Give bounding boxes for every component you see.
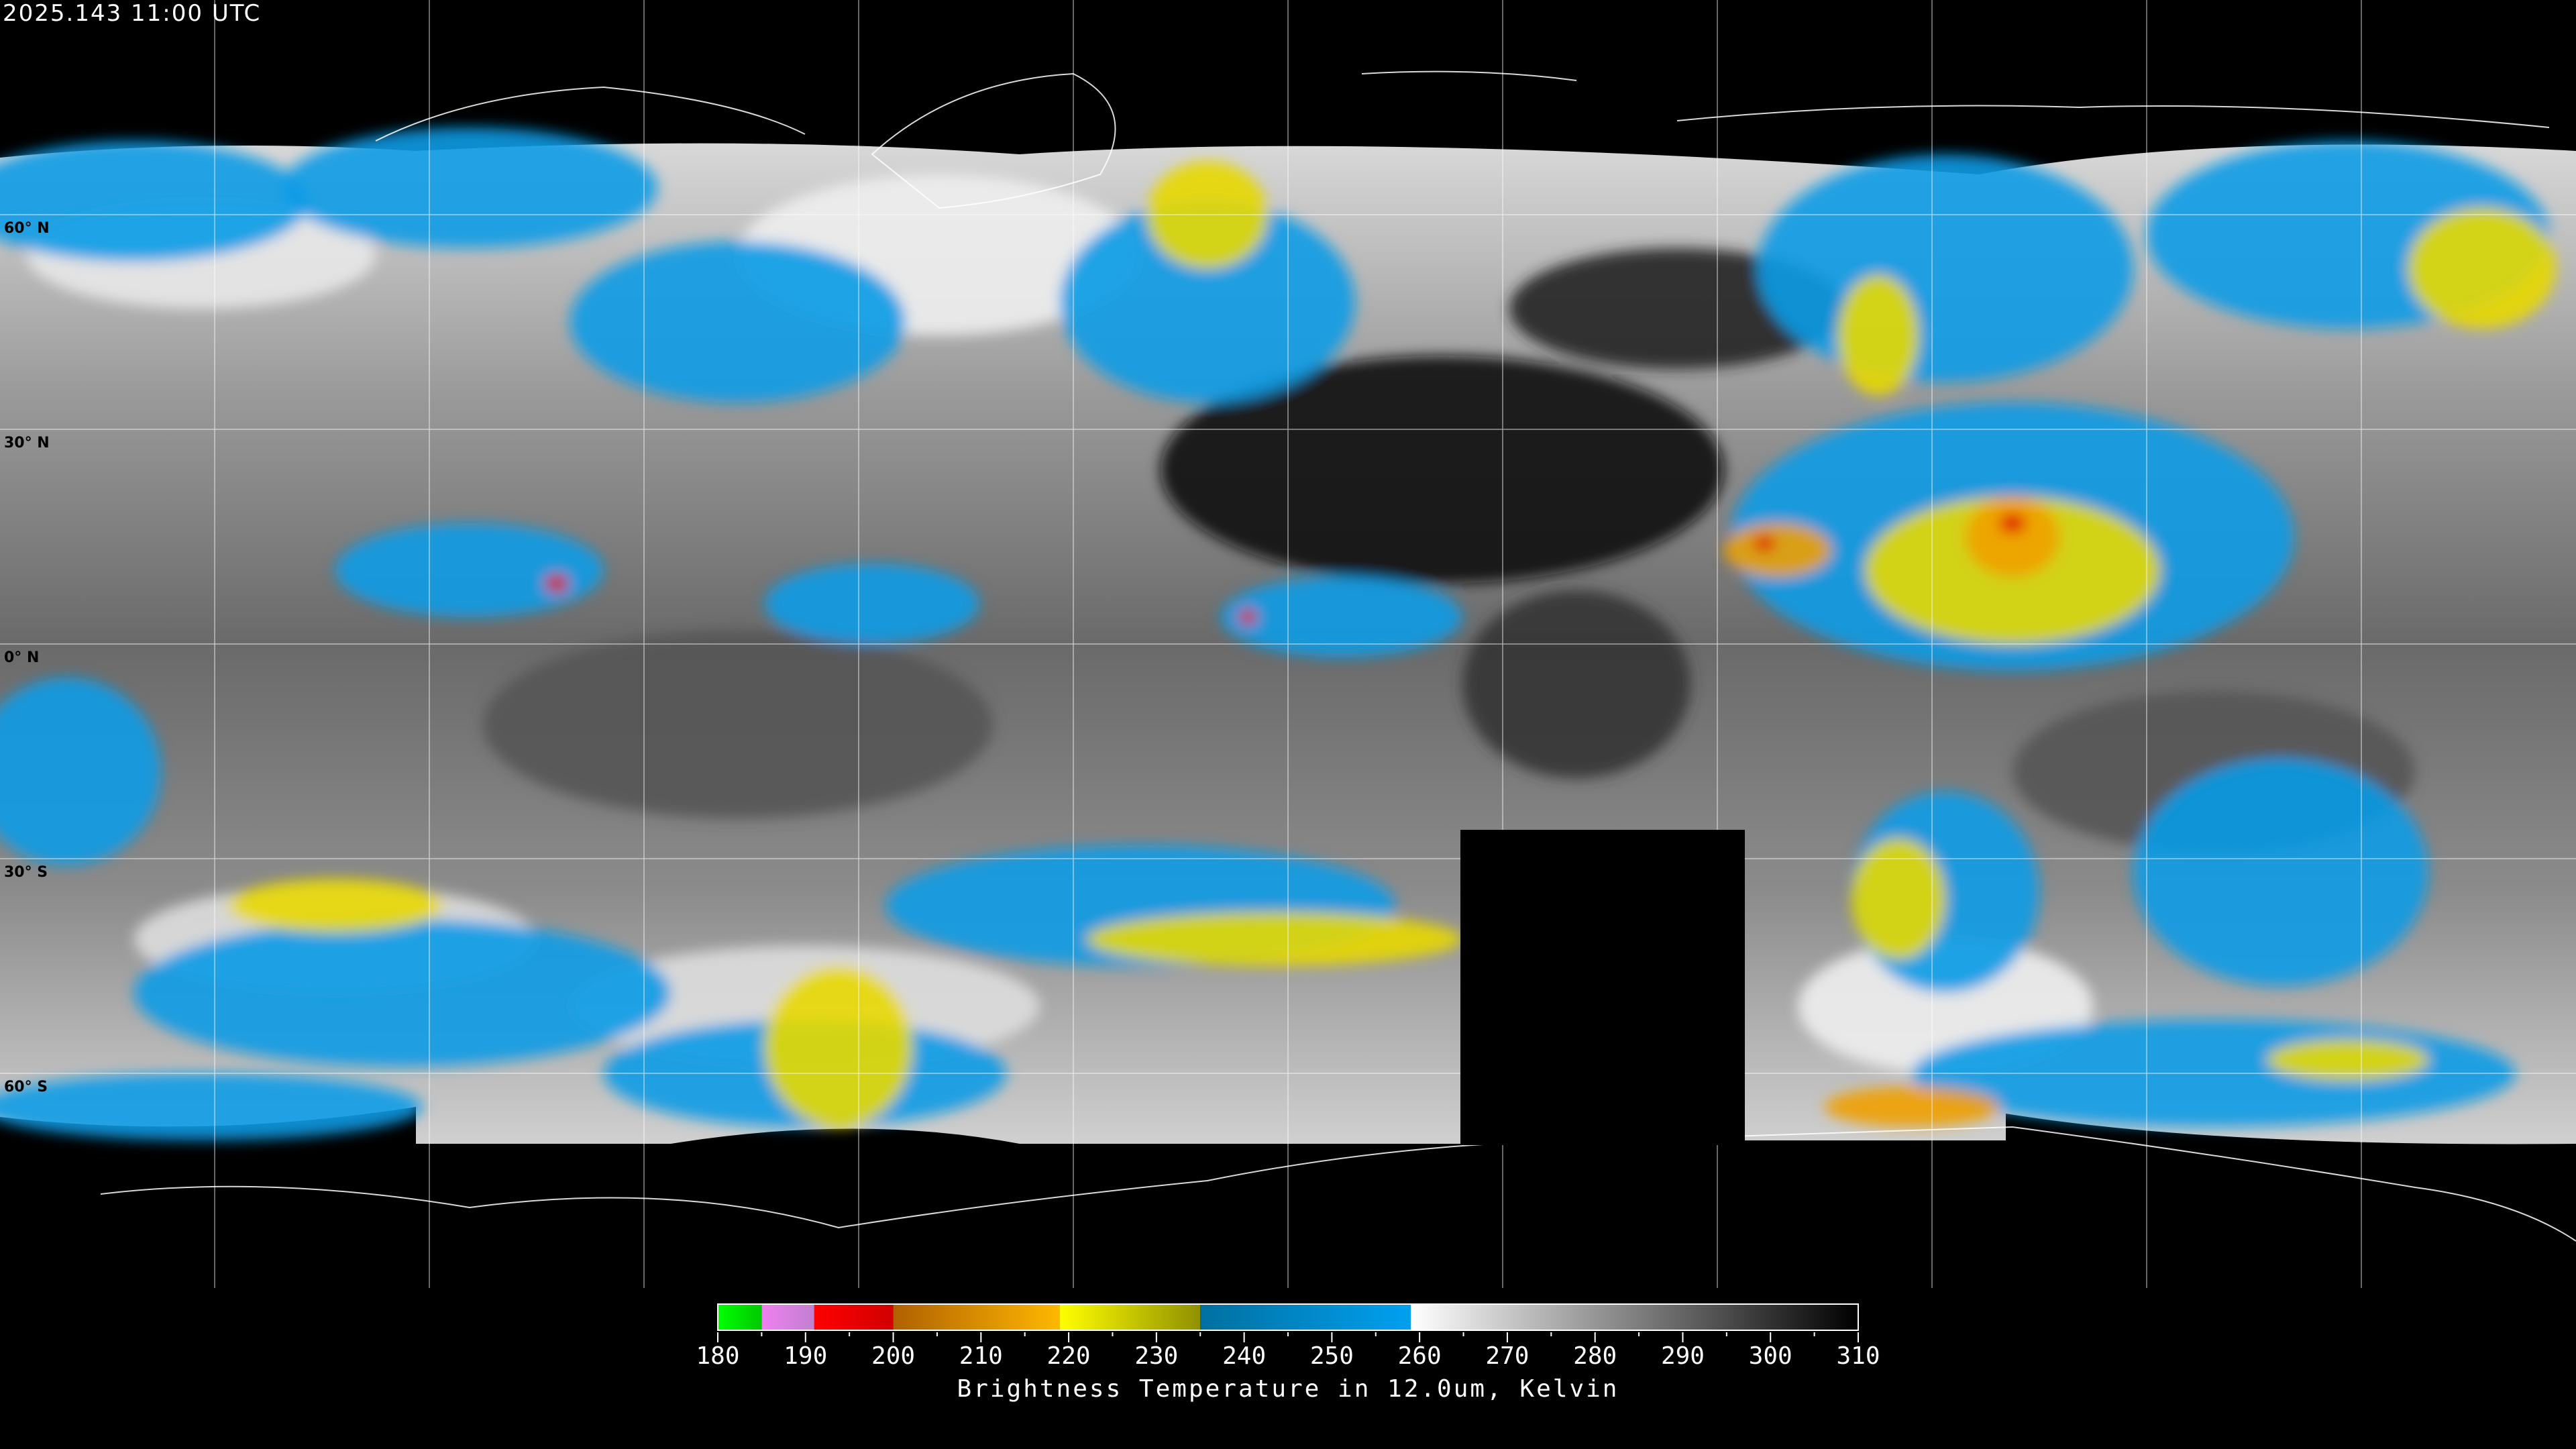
cloud-region bbox=[0, 678, 161, 865]
cloud-region bbox=[1724, 523, 1831, 577]
cloud-region bbox=[2267, 1040, 2428, 1080]
lat-label-30s: 30° S bbox=[4, 864, 48, 881]
cloud-region bbox=[1758, 154, 2133, 382]
colorbar-segment bbox=[1200, 1304, 1411, 1330]
colorbar-segment bbox=[1060, 1304, 1201, 1330]
colorbar-tick-label: 310 bbox=[1836, 1342, 1880, 1370]
colorbar-tick-label: 190 bbox=[784, 1342, 827, 1370]
cloud-region bbox=[483, 631, 993, 818]
cloud-region bbox=[134, 919, 671, 1067]
colorbar-segment bbox=[893, 1304, 1060, 1330]
cloud-region bbox=[1221, 577, 1462, 657]
colorbar-tick-label: 290 bbox=[1661, 1342, 1705, 1370]
cloud-region bbox=[1060, 201, 1355, 402]
colorbar-tick-label: 240 bbox=[1222, 1342, 1266, 1370]
cloud-region bbox=[2408, 208, 2556, 329]
colorbar: 180 190 200 210 220 230 240 250 260 270 280 290 300 3… bbox=[696, 1303, 1880, 1370]
colorbar-segment bbox=[718, 1304, 762, 1330]
colorbar-tick-label: 210 bbox=[959, 1342, 1003, 1370]
colorbar-segment bbox=[814, 1304, 894, 1330]
colorbar-tick-label: 250 bbox=[1310, 1342, 1354, 1370]
lat-label-60n: 60° N bbox=[4, 220, 50, 237]
antarctica-outline bbox=[100, 1126, 2576, 1242]
colorbar-tick-label: 180 bbox=[696, 1342, 739, 1370]
cloud-region bbox=[765, 966, 912, 1127]
colorbar-tick-label: 280 bbox=[1573, 1342, 1617, 1370]
cloud-region bbox=[1087, 912, 1462, 966]
colorbar-segment bbox=[1411, 1304, 1858, 1330]
cloud-region bbox=[1825, 1087, 1999, 1127]
cloud-region bbox=[2133, 758, 2428, 986]
cloud-region bbox=[1238, 609, 1257, 625]
cloud-region bbox=[545, 574, 569, 593]
timestamp: 2025.143 11:00 UTC bbox=[3, 0, 262, 27]
colorbar-tick-label: 200 bbox=[871, 1342, 915, 1370]
cloud-region bbox=[0, 141, 309, 262]
cloud-region bbox=[1462, 590, 1690, 778]
lat-label-0n: 0° N bbox=[4, 649, 40, 666]
cloud-region bbox=[570, 241, 906, 402]
cloud-region bbox=[282, 127, 657, 248]
colorbar-tick-label: 260 bbox=[1398, 1342, 1442, 1370]
cloud-region bbox=[1838, 275, 1919, 396]
colorbar-tick-label: 230 bbox=[1134, 1342, 1178, 1370]
no-data-region bbox=[1460, 830, 1745, 1145]
colorbar-tick-label: 300 bbox=[1749, 1342, 1792, 1370]
satellite-map bbox=[0, 0, 2576, 1288]
colorbar-tick-label: 220 bbox=[1047, 1342, 1091, 1370]
cloud-region bbox=[1966, 496, 2059, 577]
greenland-outline bbox=[871, 72, 1116, 209]
colorbar-segment bbox=[761, 1304, 814, 1330]
cloud-region bbox=[335, 523, 604, 617]
cloud-region bbox=[1851, 839, 1945, 959]
arctic-islands-outline bbox=[375, 70, 2550, 142]
colorbar-frame bbox=[717, 1303, 1859, 1331]
colorbar-tick-label: 270 bbox=[1485, 1342, 1529, 1370]
cloud-region bbox=[1754, 535, 1775, 551]
cloud-region bbox=[765, 564, 979, 644]
colorbar-label: Brightness Temperature in 12.0um, Kelvin bbox=[957, 1375, 1619, 1403]
cloud-region bbox=[0, 1073, 423, 1140]
cloud-region bbox=[228, 879, 443, 932]
cloud-region bbox=[1999, 513, 2026, 533]
lat-label-30n: 30° N bbox=[4, 435, 50, 451]
cloud-region bbox=[1161, 356, 1724, 584]
lat-label-60s: 60° S bbox=[4, 1079, 48, 1095]
